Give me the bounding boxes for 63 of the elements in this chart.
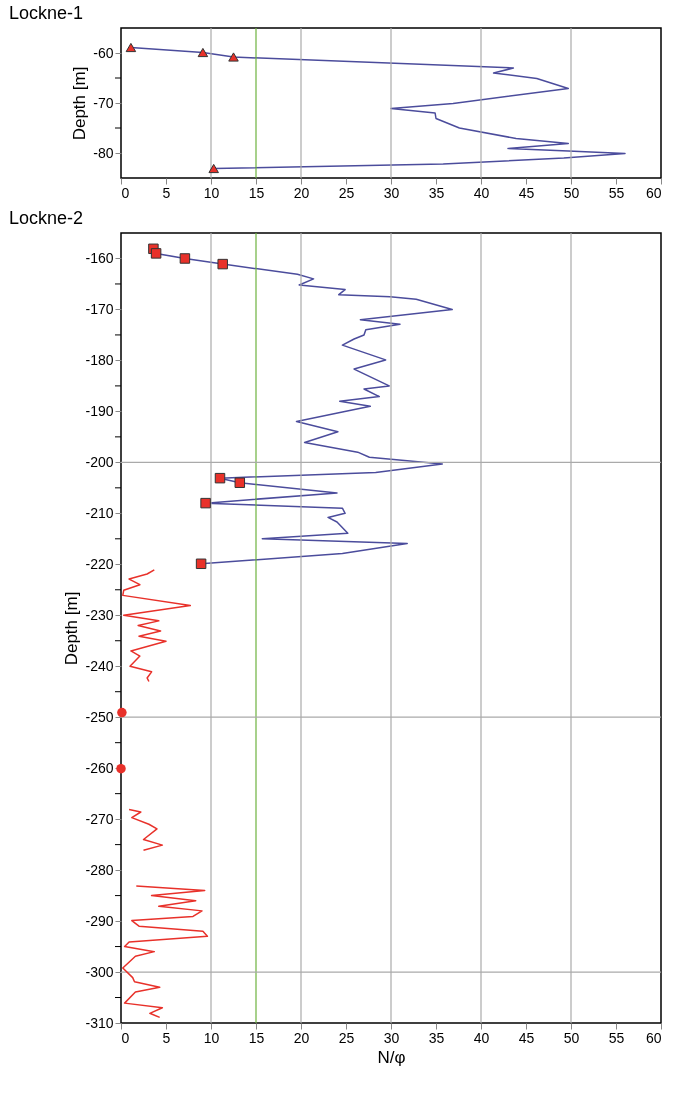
y-tick-label: -60 — [93, 44, 114, 61]
chart-title: Lockne-1 — [9, 3, 84, 24]
x-tick-label: 15 — [248, 184, 265, 201]
x-tick-label: 55 — [608, 1029, 625, 1046]
x-tick-label: 60 — [645, 184, 662, 201]
y-tick-label: -70 — [93, 94, 114, 111]
x-tick-label: 35 — [428, 1029, 445, 1046]
point — [116, 763, 126, 774]
point — [217, 258, 228, 270]
x-tick-label: 5 — [162, 1029, 171, 1046]
y-tick-label: -310 — [85, 1014, 114, 1031]
y-axis-title: Depth [m] — [70, 66, 90, 141]
y-tick-label: -180 — [85, 351, 114, 368]
y-tick-label: -260 — [85, 759, 114, 776]
x-tick-label: 40 — [473, 1029, 490, 1046]
y-tick-label: -290 — [85, 912, 114, 929]
point — [197, 47, 209, 58]
x-tick-label: 15 — [248, 1029, 265, 1046]
y-tick-label: -170 — [85, 300, 114, 317]
x-tick-label: 20 — [293, 184, 310, 201]
point — [208, 163, 219, 174]
chart-title: Lockne-2 — [9, 208, 84, 229]
x-tick-label: 45 — [518, 184, 535, 201]
x-tick-label: 45 — [518, 1029, 535, 1046]
x-tick-label: 60 — [645, 1029, 662, 1046]
y-tick-label: -200 — [85, 453, 114, 470]
y-tick-label: -190 — [85, 402, 114, 419]
x-tick-label: 10 — [203, 1029, 220, 1046]
point — [234, 477, 246, 488]
y-tick-label: -220 — [85, 555, 114, 572]
point — [117, 707, 127, 718]
y-axis-title: Depth [m] — [62, 591, 82, 666]
x-tick-label: 10 — [203, 184, 220, 201]
point — [150, 248, 162, 259]
point — [125, 42, 137, 53]
x-tick-label: 50 — [563, 1029, 580, 1046]
point — [228, 52, 239, 62]
x-tick-label: 25 — [338, 184, 355, 201]
y-tick-label: -300 — [85, 963, 114, 980]
y-tick-label: -280 — [85, 861, 114, 878]
y-tick-label: -210 — [85, 504, 114, 521]
point — [200, 497, 211, 509]
x-tick-label: 20 — [293, 1029, 310, 1046]
x-axis-title: N/φ — [377, 1047, 406, 1067]
point — [195, 558, 207, 570]
x-tick-label: 55 — [608, 184, 625, 201]
x-tick-label: 30 — [383, 1029, 400, 1046]
y-tick-label: -240 — [85, 657, 114, 674]
y-tick-label: -160 — [85, 249, 114, 266]
x-tick-label: 0 — [121, 184, 130, 201]
point — [214, 472, 226, 484]
y-tick-label: -250 — [85, 708, 114, 725]
x-tick-label: 5 — [162, 184, 171, 201]
x-tick-label: 30 — [383, 184, 400, 201]
point — [179, 253, 191, 264]
x-tick-label: 35 — [428, 184, 445, 201]
x-tick-label: 40 — [473, 184, 490, 201]
x-tick-label: 50 — [563, 184, 580, 201]
y-tick-label: -270 — [85, 810, 114, 827]
y-tick-label: -80 — [93, 144, 114, 161]
y-tick-label: -230 — [85, 606, 114, 623]
x-tick-label: 0 — [121, 1029, 130, 1046]
x-tick-label: 25 — [338, 1029, 355, 1046]
